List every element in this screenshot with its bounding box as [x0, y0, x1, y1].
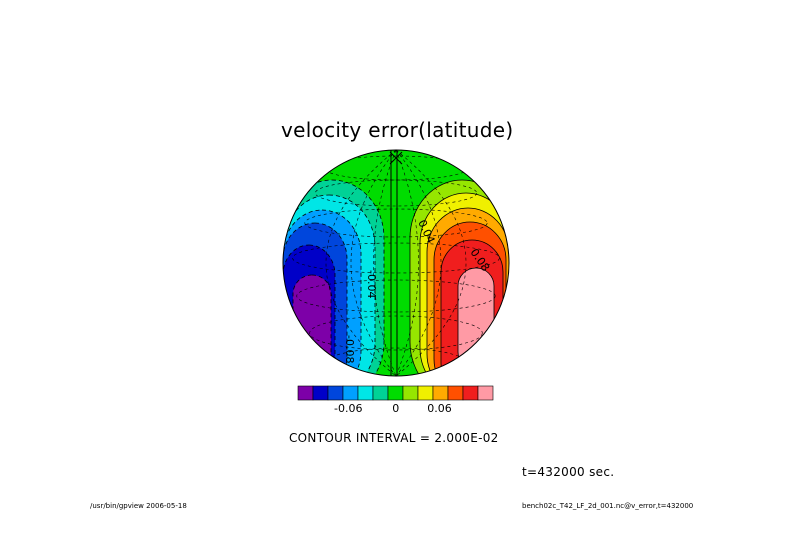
colorbar-tick-label: 0: [392, 402, 400, 415]
longitude-line: [395, 150, 419, 376]
colorbar-swatch: [432, 385, 449, 401]
colorbar-swatch: [477, 385, 494, 401]
latitude-line: [296, 279, 496, 313]
longitude-line: [395, 150, 442, 376]
colorbar-swatch: [327, 385, 344, 401]
contour-label: -0.04: [365, 270, 378, 298]
colorbar-tick-label: -0.06: [334, 402, 363, 415]
latitude-line: [309, 315, 483, 351]
longitude-line: [325, 150, 397, 376]
longitude-line: [373, 150, 397, 376]
contour-region-pos12: [457, 267, 495, 371]
footer-left: /usr/bin/gpview 2006-05-18: [90, 502, 187, 510]
globe-map: 0.040.08-0.04-0.08: [283, 150, 509, 376]
colorbar-swatch: [447, 385, 464, 401]
colorbar-swatch: [297, 385, 314, 401]
colorbar-tick-label: 0.06: [427, 402, 452, 415]
latitude-line: [314, 179, 477, 207]
globe-outline: [282, 149, 510, 377]
contour-label: -0.08: [343, 335, 356, 363]
colorbar-swatch: [342, 385, 359, 401]
colorbar-swatch: [417, 385, 434, 401]
colorbar-swatch: [402, 385, 419, 401]
pole-marker: [389, 151, 403, 165]
time-label: t=432000 sec.: [522, 465, 615, 479]
latitude-line: [304, 208, 488, 238]
longitude-line: [395, 150, 467, 376]
colorbar: [297, 385, 494, 401]
colorbar-swatch: [357, 385, 374, 401]
footer-right: bench02c_T42_LF_2d_001.nc@v_error,t=4320…: [522, 502, 694, 510]
graticule: [292, 150, 500, 376]
chart-title: velocity error(latitude): [281, 118, 514, 142]
colorbar-swatch: [372, 385, 389, 401]
colorbar-swatch: [387, 385, 404, 401]
colorbar-swatch: [312, 385, 329, 401]
latitude-line: [292, 242, 500, 274]
longitude-line: [350, 150, 397, 376]
contour-region-neg12: [292, 274, 332, 376]
colorbar-swatch: [462, 385, 479, 401]
contour-interval-text: CONTOUR INTERVAL = 2.000E-02: [289, 431, 499, 445]
